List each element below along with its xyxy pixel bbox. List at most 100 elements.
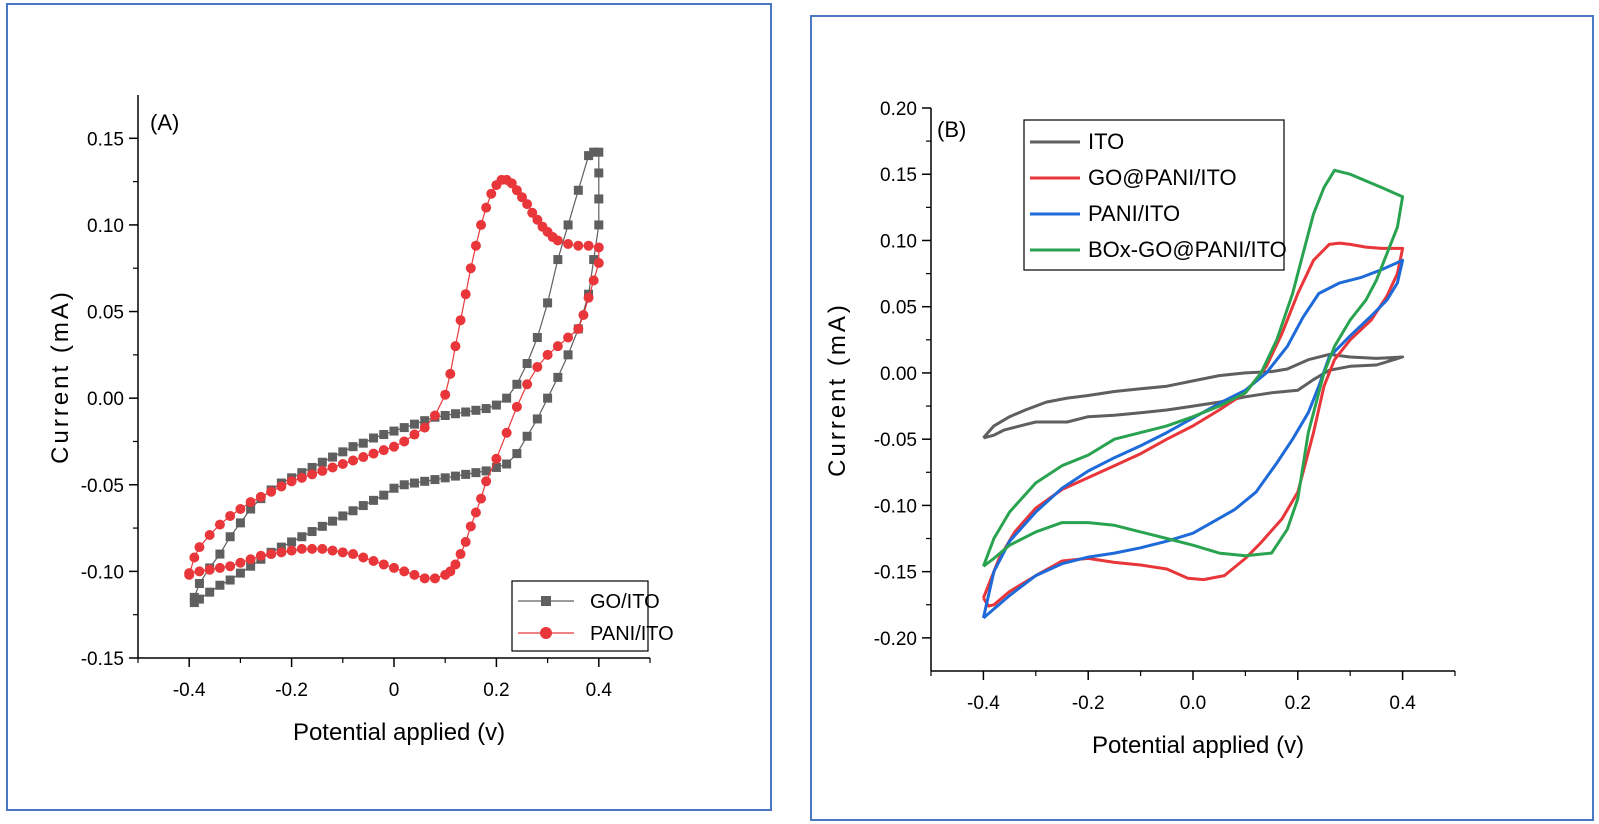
panel-a-data-point xyxy=(194,566,205,577)
panel-a-data-point xyxy=(296,472,307,483)
panel-b-x-tick-label: -0.2 xyxy=(1072,693,1105,714)
panel-b-y-tick-label: 0.00 xyxy=(880,364,917,385)
panel-b-series-line-1 xyxy=(982,241,1405,608)
panel-a-data-point xyxy=(543,298,553,308)
panel-a-data-point xyxy=(481,202,492,213)
panel-a-data-point xyxy=(461,469,471,479)
panel-b-y-tick-label: -0.10 xyxy=(874,496,917,517)
panel-a-data-point xyxy=(553,372,563,382)
panel-a-legend-label-0: GO/ITO xyxy=(590,591,660,613)
panel-a-series-line-1 xyxy=(188,179,600,579)
panel-a-data-point xyxy=(573,323,584,334)
panel-a-data-point xyxy=(184,568,195,579)
panel-a-data-point xyxy=(491,453,502,464)
panel-a-data-point xyxy=(246,561,256,571)
panel-a-data-point xyxy=(409,419,419,429)
panel-a-data-point xyxy=(276,481,287,492)
panel-a-data-point xyxy=(409,478,419,488)
panel-a-data-point xyxy=(532,214,543,225)
panel-b-legend-label-0: ITO xyxy=(1088,129,1124,154)
panel-a-data-point xyxy=(369,433,379,443)
panel-a-data-point xyxy=(205,587,215,597)
panel-a-data-point xyxy=(481,404,491,414)
panel-a-data-point xyxy=(522,199,533,210)
panel-a-data-point xyxy=(378,559,389,570)
panel-a-data-point xyxy=(189,592,199,602)
panel-a-data-point xyxy=(440,410,450,420)
panel-a-data-point xyxy=(440,389,451,400)
panel-a-data-point xyxy=(481,466,491,476)
panel-a-data-point xyxy=(317,465,328,476)
panel-a-data-point xyxy=(502,459,512,469)
panel-a-data-point xyxy=(502,393,512,403)
panel-a-x-tick-label: -0.2 xyxy=(275,680,308,701)
panel-a-data-point xyxy=(563,220,573,230)
panel-a-data-point xyxy=(563,350,573,360)
panel-b-y-tick-label: -0.20 xyxy=(874,629,917,650)
panel-a-data-point xyxy=(470,240,481,251)
panel-a-data-point xyxy=(266,486,277,497)
panel-a-y-axis-title: Current (mA) xyxy=(47,289,74,464)
panel-b-legend-box xyxy=(1023,119,1285,271)
panel-a-data-point xyxy=(317,543,328,554)
panel-b-x-tick-label: 0.0 xyxy=(1180,693,1206,714)
panel-a-data-point xyxy=(307,527,317,537)
panel-a-data-point xyxy=(522,359,532,369)
panel-a-data-point xyxy=(445,368,456,379)
panel-a-data-point xyxy=(589,147,599,157)
panel-a-data-point xyxy=(563,332,574,343)
panel-a-data-point xyxy=(235,568,245,578)
panel-a-y-tick-label: -0.15 xyxy=(81,649,124,670)
panel-a-data-point xyxy=(204,530,215,541)
panel-a-x-axis-title: Potential applied (v) xyxy=(293,719,505,746)
panel-a-data-point xyxy=(307,469,318,480)
panel-a-data-point xyxy=(553,255,563,265)
panel-a-data-point xyxy=(588,275,599,286)
panel-a-data-point xyxy=(481,476,492,487)
panel-a-data-point xyxy=(255,491,266,502)
panel-a-data-point xyxy=(409,569,420,580)
panel-a-data-point xyxy=(465,521,476,532)
panel-a-data-point xyxy=(465,263,476,274)
panel-b-y-axis-title: Current (mA) xyxy=(824,302,851,477)
panel-a-data-point xyxy=(420,416,430,426)
panel-a-data-point xyxy=(246,504,256,514)
panel-b-legend-label-3: BOx-GO@PANI/ITO xyxy=(1088,237,1287,262)
panel-a-data-point xyxy=(194,542,205,553)
panel-b-y-tick-label: -0.15 xyxy=(874,563,917,584)
panel-a-data-point xyxy=(461,407,471,417)
panel-a-data-point xyxy=(215,580,225,590)
panel-a-data-point xyxy=(194,579,204,589)
panel-a-data-point xyxy=(450,409,460,419)
panel-a-data-point xyxy=(235,518,245,528)
panel-a-data-point xyxy=(512,449,522,459)
panel-a-data-point xyxy=(317,521,327,531)
panel-a-data-point xyxy=(276,542,286,552)
panel-a-data-point xyxy=(389,483,399,493)
panel-a-data-point xyxy=(379,490,389,500)
panel-a-data-point xyxy=(204,564,215,575)
panel-a-data-point xyxy=(338,511,348,521)
panel-a-data-point xyxy=(501,427,512,438)
panel-a-data-point xyxy=(286,545,297,556)
panel-a-data-point xyxy=(348,506,358,516)
panel-a-data-point xyxy=(337,458,348,469)
panel-a-data-point xyxy=(578,310,589,321)
panel-a-y-tick-label: 0.15 xyxy=(87,129,124,150)
panel-a-legend-label-1: PANI/ITO xyxy=(590,623,674,645)
panel-a-y-tick-label: -0.05 xyxy=(81,476,124,497)
panel-a-data-point xyxy=(476,493,487,504)
panel-a-data-point xyxy=(189,598,199,608)
panel-a-data-point xyxy=(593,242,604,253)
panel-a-data-point xyxy=(266,549,277,560)
panel-a-data-point xyxy=(552,235,563,246)
panel-a-data-point xyxy=(235,504,246,515)
panel-a-data-point xyxy=(348,549,359,560)
panel-a-data-point xyxy=(430,475,440,485)
panel-a-legend-marker xyxy=(541,596,551,606)
panel-a-data-point xyxy=(297,468,307,478)
panel-a-data-point xyxy=(214,519,225,530)
panel-a-data-point xyxy=(276,547,287,558)
panel-a-y-tick-label: 0.00 xyxy=(87,389,124,410)
panel-b-series-line-2 xyxy=(981,258,1405,620)
